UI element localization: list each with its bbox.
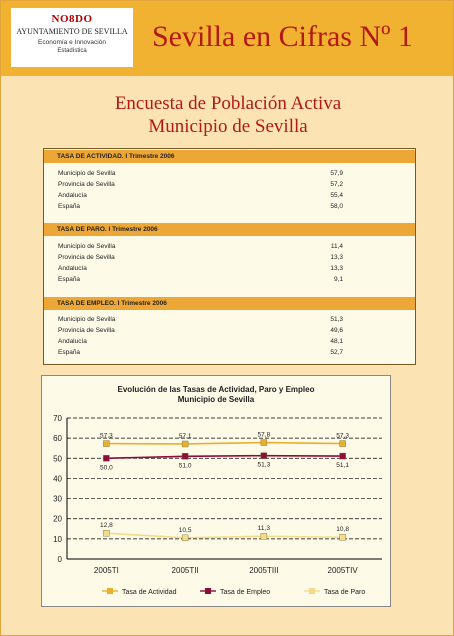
y-tick-label: 40 [53,474,62,483]
data-label: 57,3 [336,433,349,440]
data-point [103,440,110,447]
city-logo: NO8DO AYUNTAMIENTO DE SEVILLA Economía e… [11,8,133,67]
row-value: 51,3 [330,316,343,323]
data-label: 50,0 [100,464,113,471]
row-value: 52,7 [330,349,343,356]
table-row: Municipio de Sevilla 51,3 [58,315,343,325]
survey-scope: Municipio de Sevilla [148,116,308,137]
legend-label: Tasa de Actividad [122,589,177,596]
table-row: Municipio de Sevilla 57,9 [58,169,343,179]
data-label: 51,0 [179,462,192,469]
section-header-actividad: TASA DE ACTIVIDAD. I Trimestre 2006 [44,150,415,163]
data-point [339,534,346,541]
row-label: Andalucía [58,338,87,345]
legend-label: Tasa de Empleo [220,589,270,596]
row-label: España [58,349,81,356]
row-value: 55,4 [330,192,343,199]
table-row: Andalucía 48,1 [58,337,343,347]
chart-title: Evolución de las Tasas de Actividad, Par… [117,385,315,394]
row-label: España [58,276,81,283]
row-label: Municipio de Sevilla [58,243,116,250]
legend-swatch-marker [309,588,315,594]
row-label: Andalucía [58,192,87,199]
row-value: 57,2 [330,181,343,188]
section-header-paro: TASA DE PARO. I Trimestre 2006 [44,223,415,236]
x-tick-label: 2005TIII [249,566,278,575]
publication-title: Sevilla en Cifras Nº 1 [152,20,413,53]
data-point [260,452,268,459]
data-point [339,452,346,460]
legend-swatch-marker [107,588,113,594]
row-value: 58,0 [330,203,343,210]
data-label: 12,8 [100,522,113,529]
data-label: 10,8 [336,526,349,533]
series-line [106,532,343,539]
data-point [103,530,110,537]
rates-tables: TASA DE ACTIVIDAD. I Trimestre 2006 Muni… [43,148,416,365]
data-point [260,439,268,446]
data-label: 57,3 [100,433,113,440]
table-row: España 52,7 [58,348,343,358]
y-tick-label: 70 [53,414,62,423]
table-row: España 9,1 [58,275,343,285]
logo-unit: Estadística [57,48,87,54]
table-row: Andalucía 55,4 [58,191,343,201]
table-row: Provincia de Sevilla 49,6 [58,326,343,336]
data-point [181,440,189,448]
row-value: 9,1 [333,276,343,283]
data-label: 51,3 [258,462,271,469]
data-label: 10,5 [179,527,192,534]
data-label: 51,1 [336,462,349,469]
data-label: 57,8 [258,432,271,439]
data-point [103,455,110,462]
logo-org: AYUNTAMIENTO DE SEVILLA [16,27,128,36]
section-header-empleo: TASA DE EMPLEO. I Trimestre 2006 [44,297,415,310]
row-value: 13,3 [330,265,343,272]
data-point [181,453,189,460]
rates-chart: Evolución de las Tasas de Actividad, Par… [41,375,391,607]
row-label: España [58,203,81,210]
chart-plot: 0 10 20 30 40 50 60 70 2005TI 2005TII 2005TIII 2005… [53,414,382,596]
logo-dept: Economía e Innovación [38,39,106,46]
table-row: Provincia de Sevilla 13,3 [58,253,343,263]
y-tick-label: 0 [58,555,63,564]
y-tick-label: 10 [53,535,62,544]
row-label: Provincia de Sevilla [58,181,115,188]
row-value: 48,1 [330,338,343,345]
y-tick-label: 30 [53,495,62,504]
table-row: España 58,0 [58,202,343,212]
row-label: Municipio de Sevilla [58,316,116,323]
data-point [339,440,346,447]
x-tick-label: 2005TI [94,566,119,575]
series-line [106,454,343,460]
row-value: 13,3 [330,254,343,261]
series-line [106,441,343,445]
logo-motto: NO8DO [51,13,93,25]
table-row: Municipio de Sevilla 11,4 [58,242,343,252]
table-row: Provincia de Sevilla 57,2 [58,180,343,190]
legend-swatch-marker [205,588,211,594]
x-tick-label: 2005TIV [328,566,359,575]
row-label: Municipio de Sevilla [58,170,116,177]
row-value: 11,4 [330,243,343,250]
row-label: Andalucía [58,265,87,272]
chart-subtitle: Municipio de Sevilla [177,395,255,404]
row-label: Provincia de Sevilla [58,327,115,334]
y-tick-label: 20 [53,515,62,524]
data-label: 11,3 [258,525,271,532]
table-row: Andalucía 13,3 [58,264,343,274]
y-tick-label: 60 [53,434,62,443]
legend-label: Tasa de Paro [324,589,365,596]
survey-title: Encuesta de Población Activa [114,93,342,114]
row-value: 49,6 [330,327,343,334]
row-label: Provincia de Sevilla [58,254,115,261]
data-point [181,534,189,542]
y-tick-label: 50 [53,454,62,463]
row-value: 57,9 [330,170,343,177]
data-point [260,533,268,540]
data-label: 57,1 [179,433,192,440]
x-tick-label: 2005TII [172,566,199,575]
